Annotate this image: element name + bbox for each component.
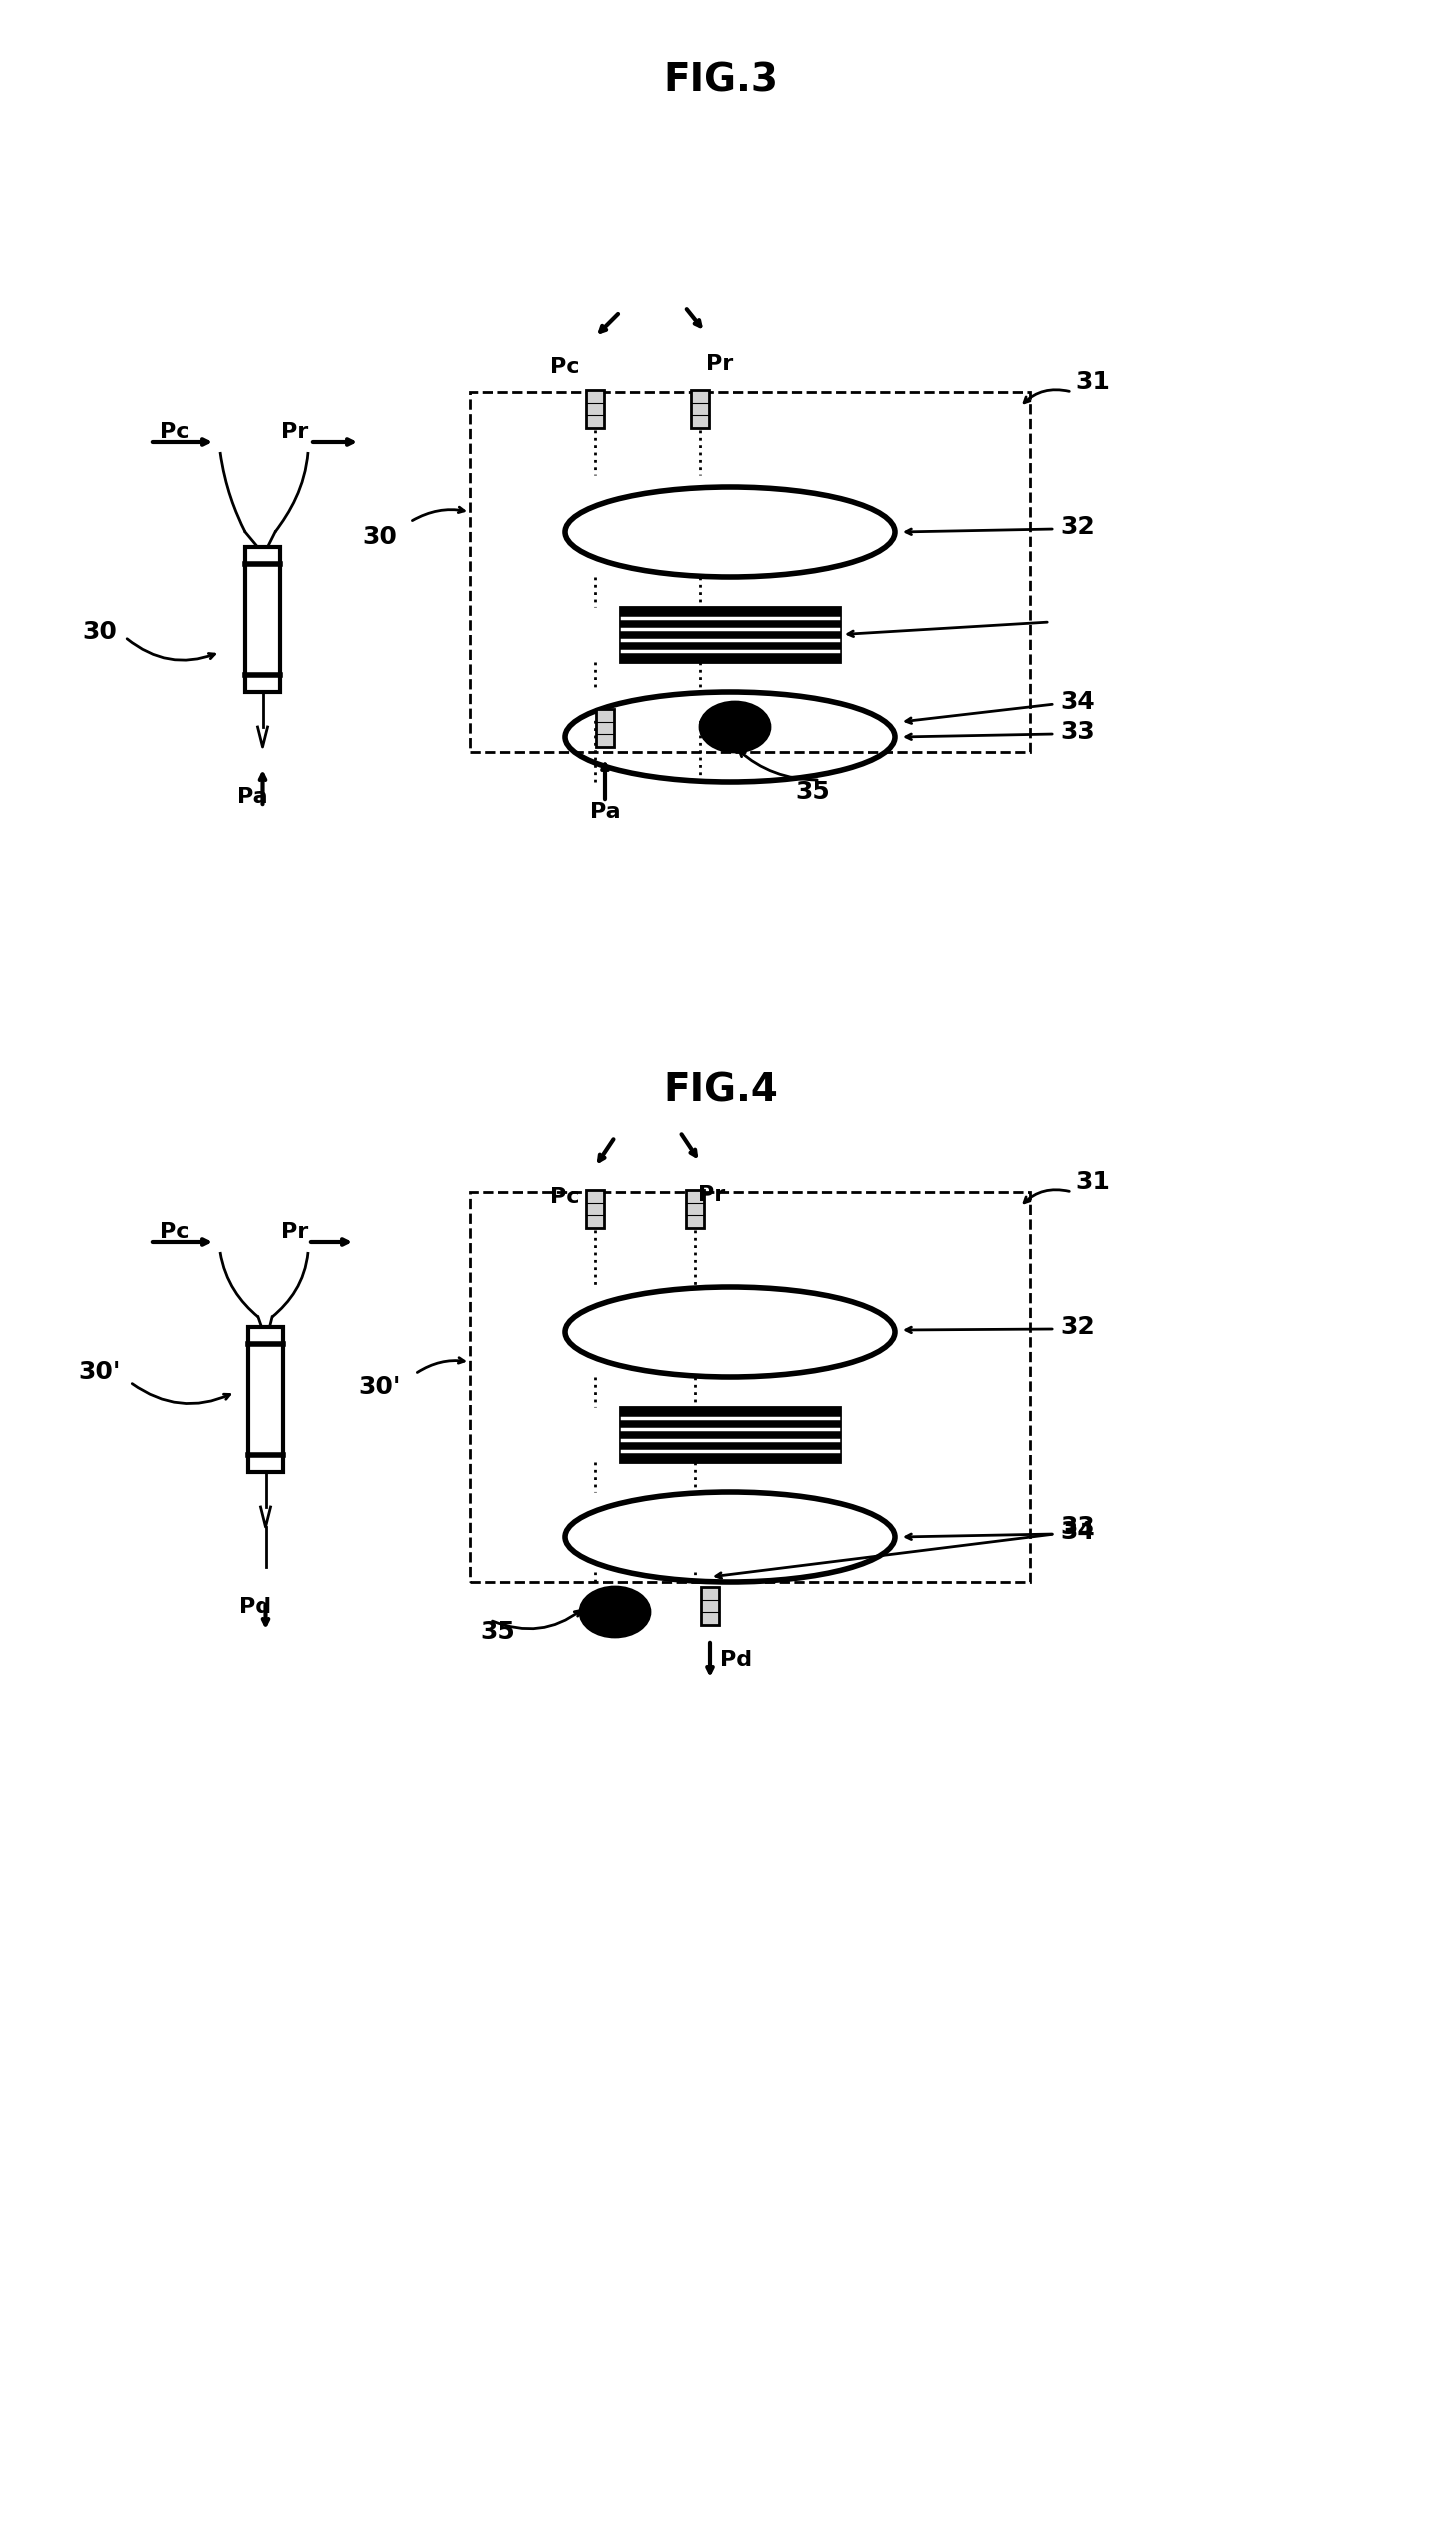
Ellipse shape xyxy=(580,1586,649,1637)
Text: FIG.3: FIG.3 xyxy=(664,63,779,101)
Text: Pc: Pc xyxy=(160,421,189,441)
Text: Pd: Pd xyxy=(240,1596,271,1617)
Text: 34: 34 xyxy=(1061,691,1095,714)
Bar xyxy=(620,1407,840,1463)
Bar xyxy=(685,1190,704,1228)
Ellipse shape xyxy=(700,701,771,752)
Bar xyxy=(586,391,605,429)
Text: 30: 30 xyxy=(82,620,117,643)
Text: 32: 32 xyxy=(1061,1314,1095,1339)
Text: 31: 31 xyxy=(1075,1170,1110,1193)
Text: Pr: Pr xyxy=(698,1185,726,1206)
Bar xyxy=(586,1190,605,1228)
Text: 34: 34 xyxy=(1061,1521,1095,1543)
Text: 35: 35 xyxy=(481,1619,515,1644)
Text: Pa: Pa xyxy=(590,802,620,822)
Text: Pc: Pc xyxy=(160,1223,189,1241)
Bar xyxy=(596,709,615,747)
Bar xyxy=(691,391,709,429)
Bar xyxy=(248,1327,283,1473)
Text: Pc: Pc xyxy=(550,1188,580,1208)
Bar xyxy=(701,1586,719,1624)
Text: FIG.4: FIG.4 xyxy=(664,1072,778,1110)
Text: 31: 31 xyxy=(1075,371,1110,393)
Text: 33: 33 xyxy=(1061,719,1095,744)
Text: Pc: Pc xyxy=(550,358,580,376)
Bar xyxy=(470,391,1030,752)
Text: 30: 30 xyxy=(362,525,397,550)
Text: 35: 35 xyxy=(795,779,830,805)
Bar xyxy=(470,1193,1030,1581)
Bar xyxy=(245,547,280,691)
Text: 30': 30' xyxy=(79,1359,121,1385)
Text: Pd: Pd xyxy=(720,1649,752,1670)
Text: 33: 33 xyxy=(1061,1516,1095,1538)
Text: Pr: Pr xyxy=(281,421,309,441)
Text: Pa: Pa xyxy=(237,787,268,807)
Text: 32: 32 xyxy=(1061,514,1095,540)
Text: Pr: Pr xyxy=(707,353,733,373)
Bar xyxy=(620,608,840,661)
Text: 30': 30' xyxy=(359,1374,401,1400)
Text: Pr: Pr xyxy=(281,1223,309,1241)
